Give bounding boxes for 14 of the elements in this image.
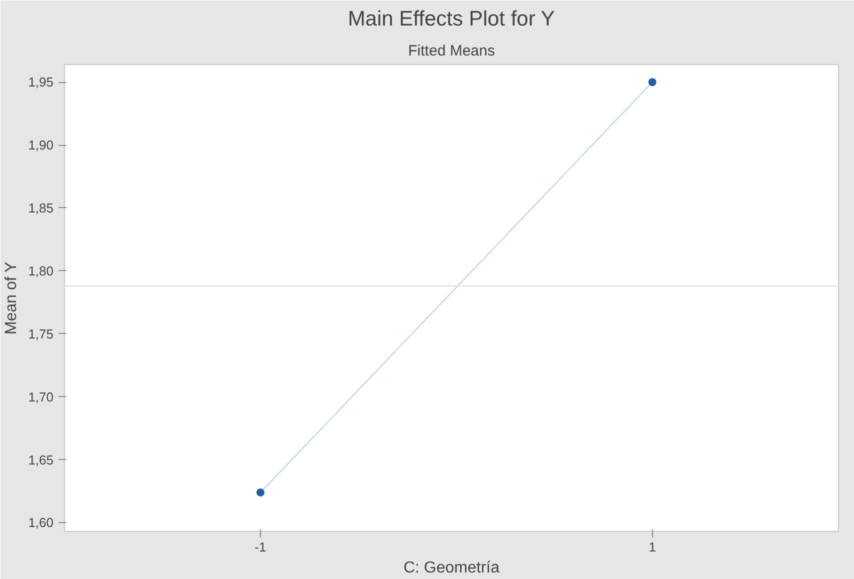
x-axis-title: C: Geometría [403,560,500,576]
chart-subtitle: Fitted Means [408,42,495,60]
y-axis-title: Mean of Y [3,261,20,334]
y-tick-label: 1,95 [28,74,54,90]
y-tick-label: 1,70 [28,389,54,404]
y-tick-label: 1,80 [28,263,54,278]
chart-title: Main Effects Plot for Y [348,8,555,30]
x-tick-label: -1 [254,540,266,554]
y-tick-label: 1,85 [28,200,54,216]
x-tick-label: 1 [648,540,656,554]
y-tick-label: 1,65 [28,452,54,468]
y-tick-label: 1,75 [28,326,54,342]
y-tick-label: 1,60 [28,515,54,530]
y-tick-label: 1,90 [28,138,54,153]
